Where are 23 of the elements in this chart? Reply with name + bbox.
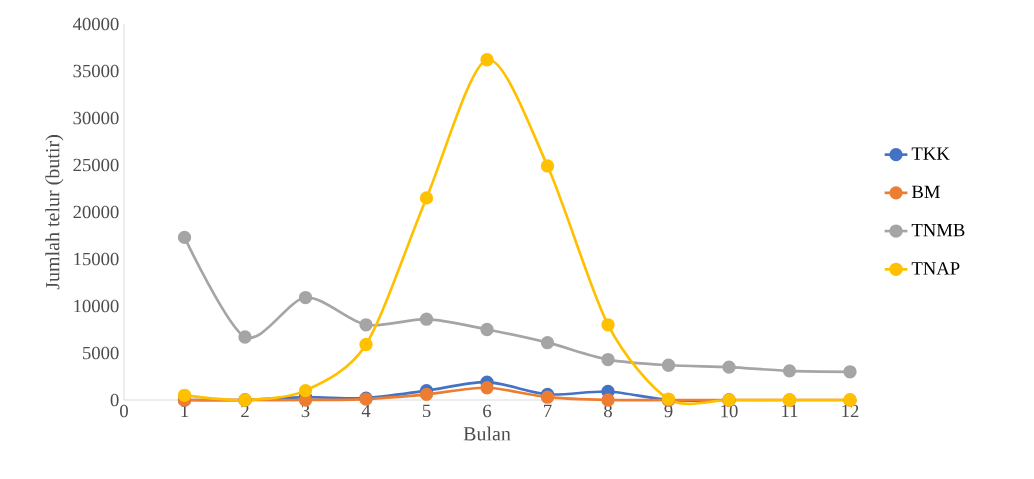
x-tick-label: 5 [422, 404, 431, 418]
y-axis-title: Jumlah telur (butir) [45, 135, 64, 290]
y-tick-label: 0 [110, 393, 119, 407]
y-tick-label: 35000 [73, 64, 119, 78]
legend-label: TNAP [911, 262, 960, 275]
y-tick-label: 30000 [73, 111, 119, 125]
y-tick-label: 5000 [83, 346, 119, 360]
legend-label: TNMB [911, 223, 965, 237]
x-tick-label: 11 [782, 404, 798, 418]
x-tick-label: 10 [721, 404, 738, 418]
x-tick-label: 7 [544, 404, 552, 417]
y-tick-label: 15000 [74, 252, 119, 266]
y-tick-label: 40000 [72, 17, 119, 31]
x-tick-label: 4 [361, 404, 371, 417]
y-tick-label: 25000 [73, 158, 119, 172]
x-tick-label: 12 [842, 404, 859, 418]
y-tick-label: 20000 [73, 205, 119, 219]
y-tick-label: 10000 [74, 299, 119, 313]
x-tick-label: 6 [483, 404, 492, 418]
x-tick-label: 0 [120, 404, 128, 418]
legend-label: TKK [911, 147, 950, 160]
legend-label: BM [911, 185, 940, 199]
x-axis-title: Bulan [463, 426, 511, 441]
